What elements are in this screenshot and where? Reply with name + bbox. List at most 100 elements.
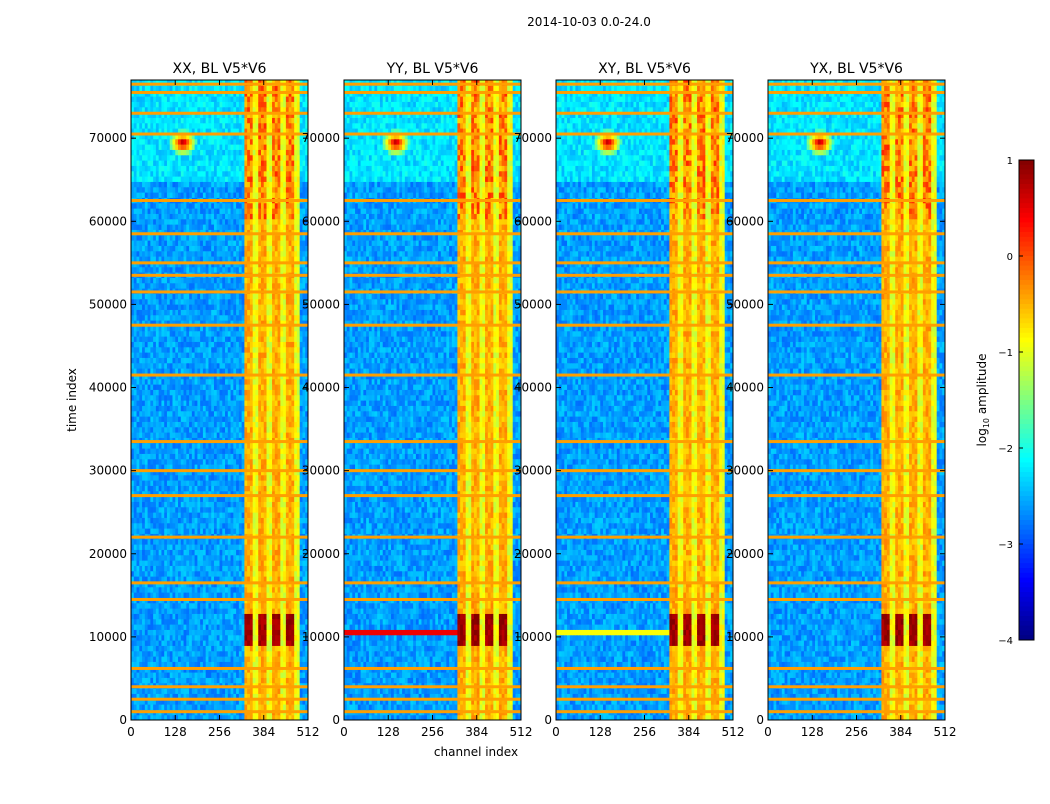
heatmap-cell xyxy=(158,416,163,422)
heatmap-cell xyxy=(294,485,298,492)
heatmap-cell xyxy=(147,576,151,582)
heatmap-cell xyxy=(241,330,245,337)
heatmap-cell xyxy=(194,549,198,556)
heatmap-cell xyxy=(158,656,163,662)
heatmap-cell xyxy=(153,453,157,460)
heatmap-cell xyxy=(294,341,298,348)
heatmap-cell xyxy=(258,357,262,364)
heatmap-cell xyxy=(202,426,207,433)
heatmap-cell xyxy=(200,714,204,720)
heatmap-cell xyxy=(252,464,257,470)
heatmap-cell xyxy=(296,325,301,332)
heatmap-cell xyxy=(178,378,182,385)
heatmap-cell xyxy=(277,528,281,534)
heatmap-cell xyxy=(260,501,265,508)
heatmap-cell xyxy=(200,464,204,470)
heatmap-cell xyxy=(144,464,149,470)
heatmap-cell xyxy=(249,661,254,668)
heatmap-cell xyxy=(280,485,284,492)
heatmap-cell xyxy=(266,464,270,470)
heatmap-cell xyxy=(169,506,174,513)
heatmap-cell xyxy=(236,554,240,561)
heatmap-cell xyxy=(175,469,179,476)
heatmap-cell xyxy=(283,421,287,428)
heatmap-cell xyxy=(216,314,221,321)
heatmap-cell xyxy=(144,405,149,412)
heatmap-cell xyxy=(260,672,265,678)
heatmap-cell xyxy=(230,485,234,492)
heatmap-cell xyxy=(241,405,245,412)
heatmap-cell xyxy=(244,346,248,353)
heatmap-cell xyxy=(249,634,254,641)
heatmap-cell xyxy=(225,469,229,476)
heatmap-cell xyxy=(247,618,251,625)
heatmap-cell xyxy=(272,410,276,417)
heatmap-cell xyxy=(241,416,245,422)
heatmap-cell xyxy=(155,384,160,390)
heatmap-cell xyxy=(175,650,179,657)
heatmap-cell xyxy=(291,688,295,694)
heatmap-cell xyxy=(186,661,190,668)
heatmap-cell xyxy=(266,378,270,385)
heatmap-cell xyxy=(236,346,240,353)
heatmap-cell xyxy=(144,522,149,529)
heatmap-cell xyxy=(291,394,295,401)
heatmap-cell xyxy=(263,608,268,614)
heatmap-cell xyxy=(299,416,304,422)
heatmap-cell xyxy=(291,704,295,710)
heatmap-cell xyxy=(269,586,273,593)
heatmap-cell xyxy=(283,490,287,497)
heatmap-cell xyxy=(249,469,254,476)
heatmap-cell xyxy=(189,378,193,385)
heatmap-cell xyxy=(166,394,171,401)
heatmap-cell xyxy=(153,480,157,486)
heatmap-cell xyxy=(166,464,171,470)
heatmap-cell xyxy=(283,688,287,694)
heatmap-cell xyxy=(241,608,245,614)
heatmap-cell xyxy=(161,650,165,657)
heatmap-cell xyxy=(139,549,143,556)
heatmap-cell xyxy=(305,501,308,508)
heatmap-cell xyxy=(269,474,273,481)
heatmap-cell xyxy=(302,565,306,572)
heatmap-cell xyxy=(191,608,196,614)
heatmap-cell xyxy=(191,320,196,326)
heatmap-cell xyxy=(255,469,259,476)
heatmap-cell xyxy=(302,496,306,502)
heatmap-cell xyxy=(180,650,185,657)
heatmap-cell xyxy=(194,490,198,497)
heatmap-cell xyxy=(285,458,290,465)
heatmap-cell xyxy=(236,421,240,428)
heatmap-cell xyxy=(260,560,265,566)
heatmap-cell xyxy=(161,522,165,529)
heatmap-cell xyxy=(230,661,234,668)
heatmap-cell xyxy=(241,378,245,385)
heatmap-cell xyxy=(175,704,179,710)
panel-1: XX, BL V5*V60 128 256 384 512010000200003000… xyxy=(89,61,320,739)
heatmap-cell xyxy=(247,570,251,577)
heatmap-cell xyxy=(155,389,160,396)
heatmap-cell xyxy=(283,544,287,550)
heatmap-cell xyxy=(158,512,163,518)
heatmap-cell xyxy=(280,688,284,694)
heatmap-cell xyxy=(150,506,154,513)
heatmap-cell xyxy=(277,549,281,556)
heatmap-cell xyxy=(175,698,179,705)
heatmap-cell xyxy=(225,565,229,572)
heatmap-cell xyxy=(272,458,276,465)
heatmap-cell xyxy=(133,560,138,566)
heatmap-cell xyxy=(263,522,268,529)
heatmap-cell xyxy=(133,330,138,337)
heatmap-cell xyxy=(291,544,295,550)
heatmap-cell xyxy=(244,432,248,438)
heatmap-cell xyxy=(299,512,304,518)
heatmap-cell xyxy=(299,517,304,524)
heatmap-cell xyxy=(147,704,151,710)
heatmap-cell xyxy=(249,304,254,310)
heatmap-cell xyxy=(158,570,163,577)
heatmap-cell xyxy=(144,490,149,497)
heatmap-cell xyxy=(136,442,140,449)
heatmap-cell xyxy=(142,341,146,348)
heatmap-cell xyxy=(260,517,265,524)
heatmap-cell xyxy=(294,480,298,486)
